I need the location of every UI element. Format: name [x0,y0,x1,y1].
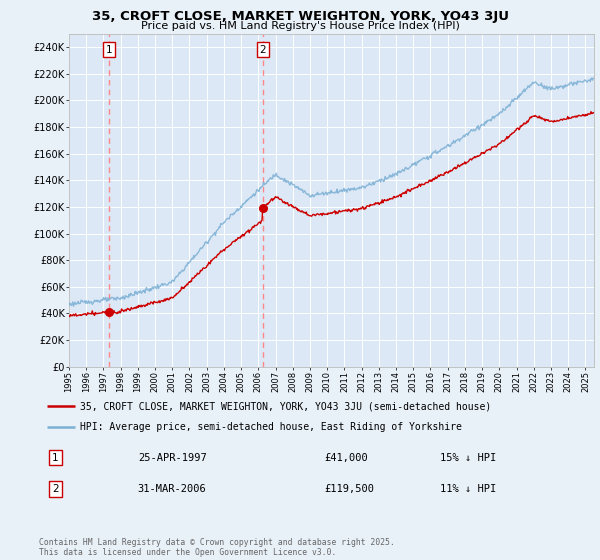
Text: 35, CROFT CLOSE, MARKET WEIGHTON, YORK, YO43 3JU: 35, CROFT CLOSE, MARKET WEIGHTON, YORK, … [91,10,509,22]
Text: Price paid vs. HM Land Registry's House Price Index (HPI): Price paid vs. HM Land Registry's House … [140,21,460,31]
Text: 2: 2 [52,484,59,494]
Text: Contains HM Land Registry data © Crown copyright and database right 2025.
This d: Contains HM Land Registry data © Crown c… [39,538,395,557]
Text: 25-APR-1997: 25-APR-1997 [138,452,206,463]
Text: 1: 1 [106,45,112,54]
Text: £41,000: £41,000 [325,452,368,463]
Text: 11% ↓ HPI: 11% ↓ HPI [440,484,496,494]
Text: 31-MAR-2006: 31-MAR-2006 [138,484,206,494]
Text: 2: 2 [259,45,266,54]
Text: 1: 1 [52,452,59,463]
Text: 35, CROFT CLOSE, MARKET WEIGHTON, YORK, YO43 3JU (semi-detached house): 35, CROFT CLOSE, MARKET WEIGHTON, YORK, … [80,401,491,411]
Text: £119,500: £119,500 [325,484,374,494]
Text: 15% ↓ HPI: 15% ↓ HPI [440,452,496,463]
Text: HPI: Average price, semi-detached house, East Riding of Yorkshire: HPI: Average price, semi-detached house,… [80,422,462,432]
